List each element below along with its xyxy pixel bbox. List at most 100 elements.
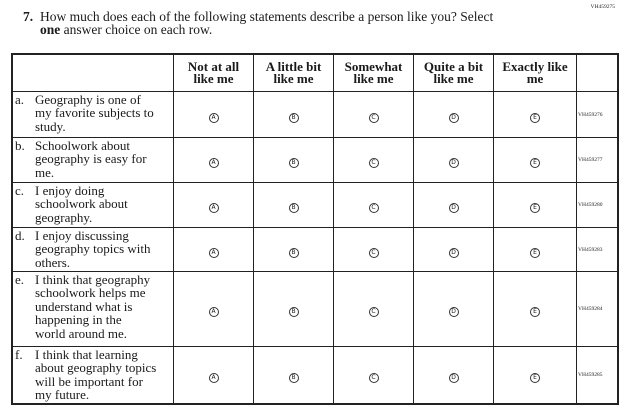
question-id: VH459275 (590, 4, 615, 10)
answer-bubble-c[interactable]: C (368, 372, 379, 383)
answer-cell: D (413, 137, 494, 183)
table-row: e. I think that geography schoolwork helps… (11, 271, 619, 347)
column-header-line2: like me (433, 71, 474, 86)
item-code: VH459284 (576, 271, 619, 347)
answer-cell: B (253, 91, 334, 138)
statement-line: world around me. (35, 325, 128, 341)
answer-cell: C (333, 345, 414, 405)
answer-cell: B (253, 345, 334, 405)
answer-bubble-e[interactable]: E (530, 158, 540, 168)
statement-line: I enjoy doing (35, 183, 105, 198)
answer-cell: B (253, 271, 334, 347)
answer-bubble-c[interactable]: C (368, 158, 379, 168)
column-header-line1: Exactly like (502, 58, 568, 74)
statement-letter: b. (15, 138, 25, 153)
answer-bubble-d[interactable]: D (448, 372, 459, 383)
answer-bubble-d[interactable]: D (448, 158, 459, 168)
answer-cell: E (493, 91, 577, 138)
statement-line: others. (35, 254, 71, 270)
answer-cell: B (253, 227, 334, 272)
answer-bubble-c[interactable]: C (368, 307, 379, 317)
answer-bubble-b[interactable]: B (288, 158, 299, 168)
statement-line: geography. (35, 209, 93, 225)
answer-cell: E (493, 271, 577, 347)
column-header-line2: like me (353, 71, 394, 86)
answer-bubble-b[interactable]: B (288, 247, 299, 258)
column-header-line1: Somewhat (344, 58, 403, 74)
answer-bubble-d[interactable]: D (448, 247, 459, 258)
statement-line: my future. (35, 387, 90, 403)
statement-line: Schoolwork about (35, 138, 130, 153)
answer-bubble-a[interactable]: A (208, 112, 219, 123)
item-code: VH459283 (576, 227, 619, 272)
question-text-line1: How much does each of the following stat… (40, 9, 494, 24)
column-header: Exactly like me (493, 53, 577, 92)
statement-line: understand what is (35, 298, 133, 314)
statement-line: about geography topics (35, 360, 157, 376)
answer-cell: E (493, 227, 577, 272)
statement-line: I think that learning (35, 347, 138, 362)
answer-bubble-b[interactable]: B (288, 112, 299, 123)
answer-bubble-c[interactable]: C (368, 247, 379, 258)
answer-cell: E (493, 137, 577, 183)
column-header: Not at all like me (173, 53, 254, 92)
answer-bubble-e[interactable]: E (530, 307, 540, 317)
answer-cell: D (413, 91, 494, 138)
header-blank (11, 53, 174, 92)
item-code: VH459280 (576, 182, 619, 228)
column-header-line1: Not at all (187, 58, 240, 74)
statement-line: geography topics with (35, 241, 151, 257)
statement: f. I think that learning about geography t… (11, 345, 174, 405)
answer-bubble-a[interactable]: A (208, 203, 219, 213)
answer-bubble-c[interactable]: C (368, 112, 379, 123)
answer-bubble-b[interactable]: B (288, 307, 299, 317)
statement-line: will be important for (35, 373, 143, 389)
answer-bubble-e[interactable]: E (530, 372, 540, 383)
answer-bubble-c[interactable]: C (368, 203, 379, 213)
statement-line: Geography is one of (35, 92, 141, 107)
statement-letter: e. (15, 272, 25, 287)
answer-bubble-a[interactable]: A (208, 307, 219, 317)
answer-cell: C (333, 137, 414, 183)
table-row: d. I enjoy discussing geography topics wit… (11, 227, 619, 272)
statement-letter: c. (15, 183, 25, 198)
answer-bubble-b[interactable]: B (288, 372, 299, 383)
answer-bubble-d[interactable]: D (448, 307, 459, 317)
question-text-line2: answer choice on each row. (60, 22, 213, 37)
item-code: VH459276 (576, 91, 619, 138)
table-row: a. Geography is one of my favorite subject… (11, 91, 619, 138)
answer-bubble-a[interactable]: A (208, 158, 219, 168)
answer-cell: C (333, 91, 414, 138)
answer-bubble-a[interactable]: A (208, 247, 219, 258)
statement-line: geography is easy for (35, 151, 147, 167)
answer-cell: D (413, 227, 494, 272)
answer-cell: A (173, 271, 254, 347)
statement-line: I enjoy discussing (35, 228, 129, 243)
answer-bubble-e[interactable]: E (530, 112, 540, 123)
answer-bubble-b[interactable]: B (288, 203, 299, 213)
column-header: A little bit like me (253, 53, 334, 92)
column-header-line2: like me (273, 71, 314, 86)
answer-bubble-d[interactable]: D (448, 112, 459, 123)
item-code: VH459285 (576, 345, 619, 405)
answer-cell: E (493, 345, 577, 405)
question-prompt: 7. How much does each of the following st… (23, 9, 553, 37)
statement-letter: f. (15, 347, 23, 362)
statement: e. I think that geography schoolwork helps… (11, 271, 174, 347)
column-header: Somewhat like me (333, 53, 414, 92)
answer-cell: B (253, 182, 334, 228)
answer-bubble-a[interactable]: A (208, 372, 219, 383)
answer-bubble-e[interactable]: E (530, 203, 540, 213)
likert-table: Not at all like me A little bit like me Some… (11, 53, 619, 405)
answer-cell: C (333, 182, 414, 228)
answer-cell: D (413, 271, 494, 347)
answer-cell: D (413, 345, 494, 405)
question-number: 7. (23, 9, 34, 24)
statement-line: me. (35, 164, 55, 180)
answer-bubble-e[interactable]: E (530, 247, 540, 258)
statement: c. I enjoy doing schoolwork about geography… (11, 182, 174, 228)
answer-cell: C (333, 271, 414, 347)
answer-cell: A (173, 137, 254, 183)
answer-bubble-d[interactable]: D (448, 203, 459, 213)
column-header-line1: A little bit (265, 58, 322, 74)
